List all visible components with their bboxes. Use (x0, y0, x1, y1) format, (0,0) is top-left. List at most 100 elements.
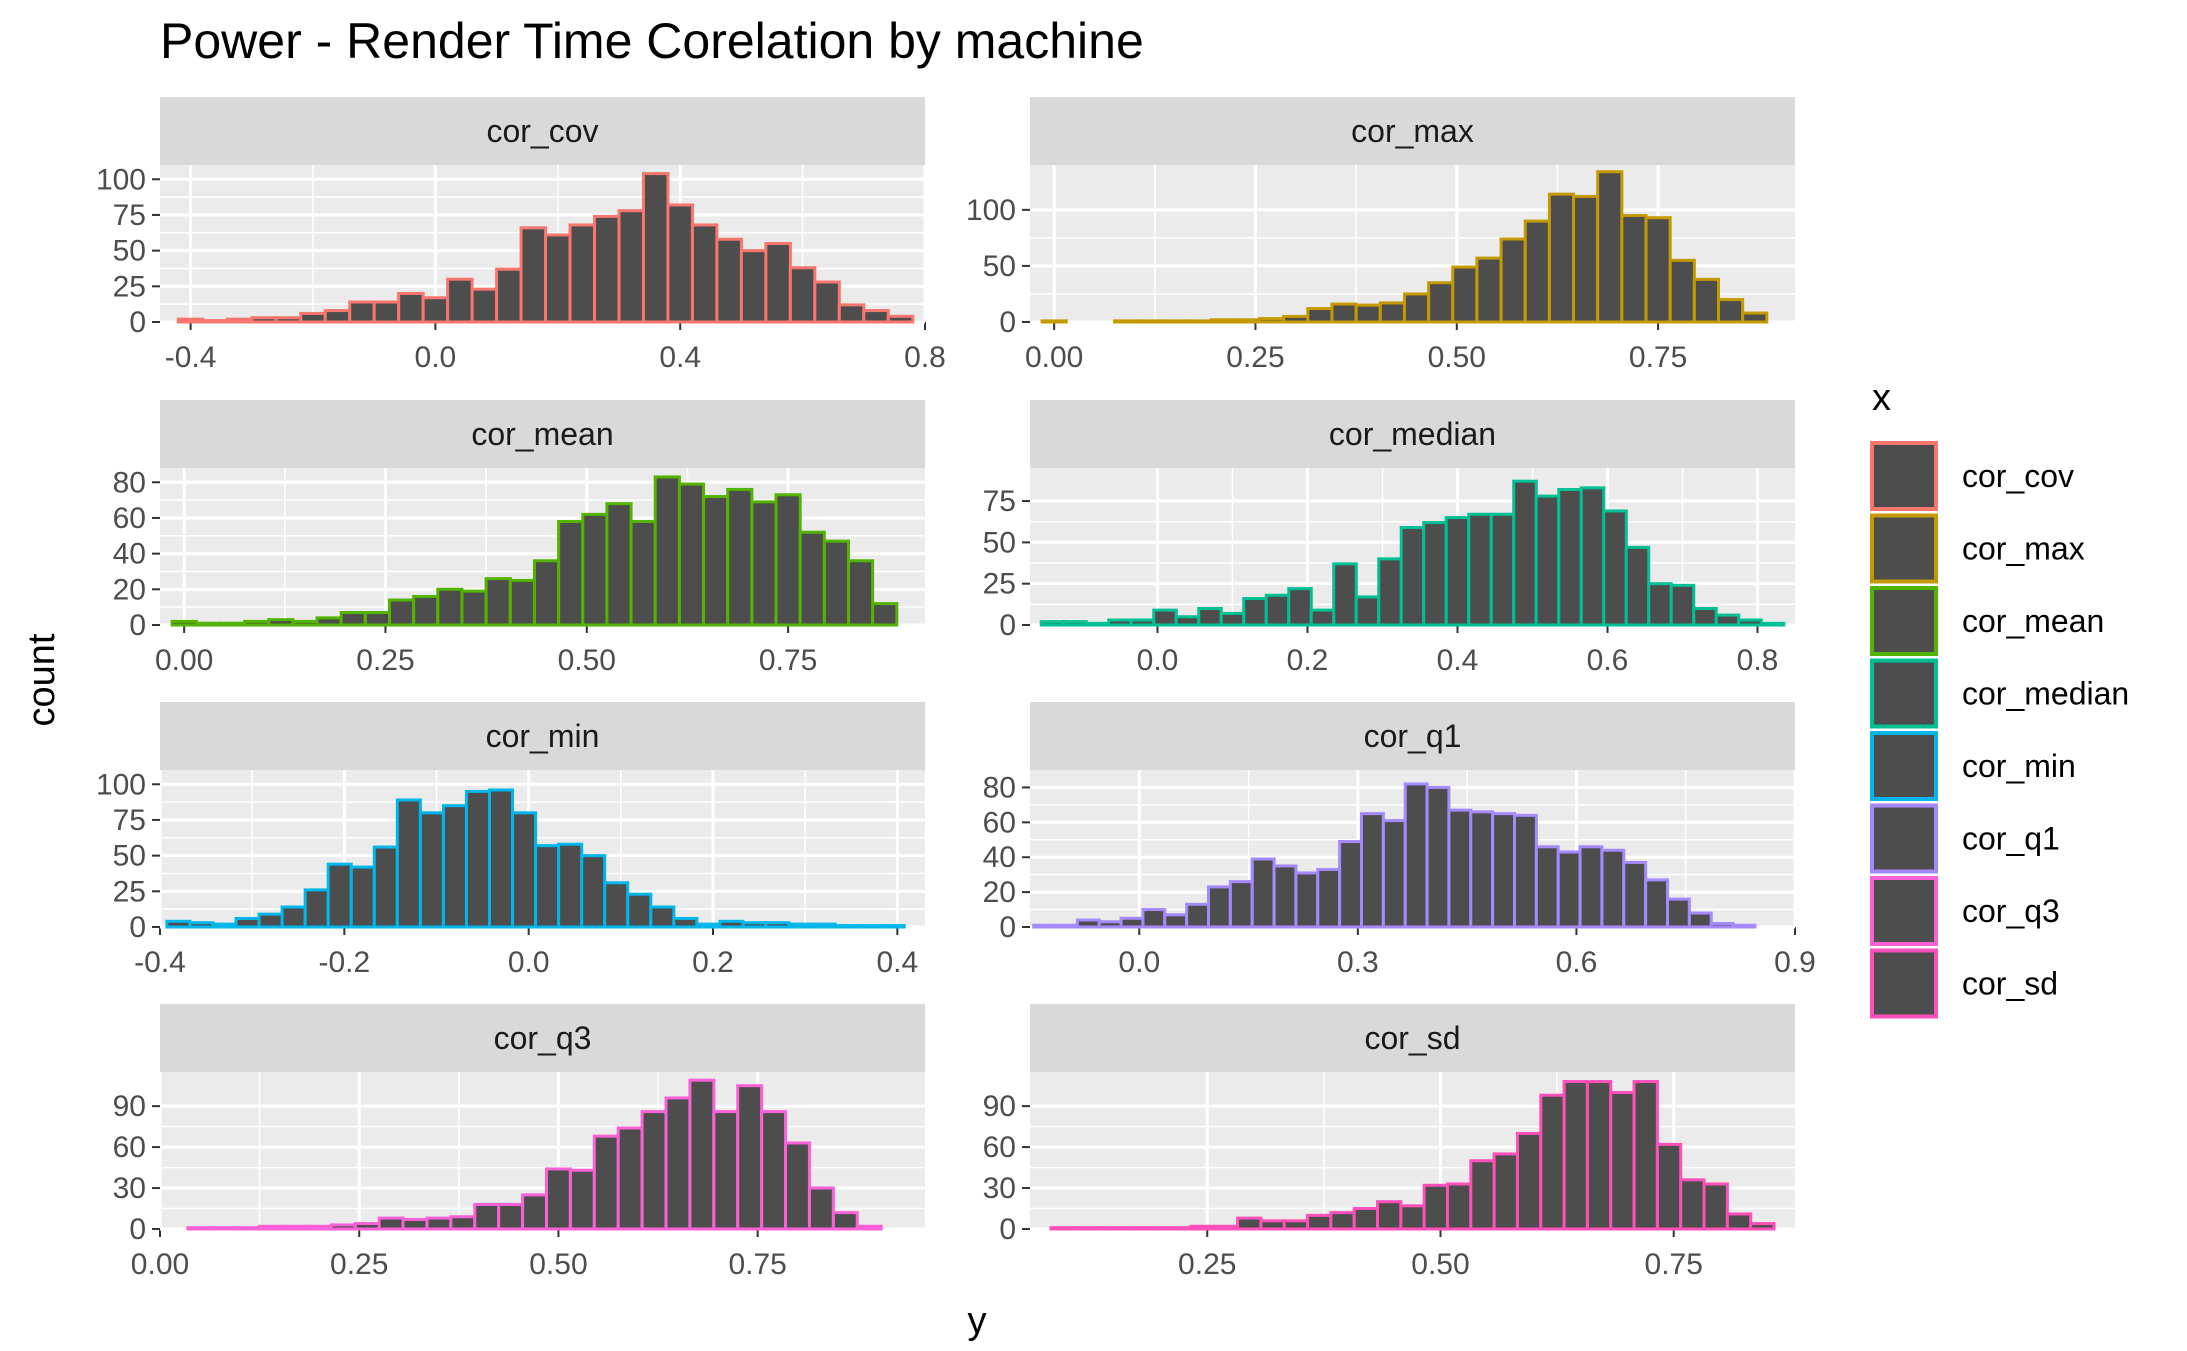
legend-title: x (1872, 377, 1891, 419)
histogram-bar (299, 311, 327, 324)
histogram-bar (470, 287, 499, 324)
histogram-bar (1189, 1224, 1216, 1231)
histogram-bar (1212, 1224, 1240, 1231)
strip-label: cor_sd (1364, 1020, 1460, 1056)
histogram-bar (1233, 318, 1262, 324)
histogram-bar (1602, 509, 1628, 627)
legend-key (1870, 441, 1938, 511)
x-tick-label: 0.50 (558, 644, 616, 677)
histogram-bar (1376, 1200, 1403, 1231)
x-tick-label: 0.3 (1337, 946, 1379, 979)
y-tick-label: 60 (983, 1131, 1016, 1164)
histogram-bar (1600, 848, 1626, 929)
histogram-bar (1622, 860, 1648, 929)
histogram-bar (377, 1216, 405, 1231)
histogram-bar (1354, 595, 1381, 627)
histogram-bar (1523, 219, 1551, 324)
histogram-bar (1515, 1131, 1543, 1231)
y-tick-label: 20 (983, 876, 1016, 909)
histogram-bar (580, 854, 607, 929)
histogram-bar (629, 520, 657, 627)
histogram-bar (1741, 311, 1769, 324)
histogram-bar (1620, 213, 1648, 324)
histogram-bar (1185, 902, 1210, 929)
histogram-bar (1152, 608, 1178, 627)
x-tick-label: 0.75 (1629, 341, 1687, 374)
y-tick-label: 75 (113, 199, 146, 232)
histogram-bar (1709, 922, 1735, 929)
histogram-bar (760, 1110, 788, 1231)
histogram-bar (446, 277, 474, 324)
histogram-bar (640, 1110, 668, 1231)
histogram-bar (1572, 194, 1600, 324)
x-tick-label: 0.25 (1226, 341, 1284, 374)
histogram-bar (1749, 1222, 1776, 1231)
histogram-bar (626, 892, 653, 929)
histogram-bar (349, 865, 376, 929)
histogram-bar (1679, 1178, 1706, 1231)
histogram-bar (303, 888, 330, 929)
facet-cor_median: cor_median 0.0 0.2 0.4 0.6 0.8 0 25 50 75 (983, 400, 1795, 677)
histogram-bar (879, 924, 906, 929)
legend-key (1870, 731, 1938, 801)
histogram-bar (810, 922, 837, 929)
histogram-bar (1360, 812, 1385, 929)
histogram-bar (1377, 557, 1403, 627)
histogram-bar (831, 1211, 859, 1231)
histogram-bar (1669, 583, 1696, 627)
histogram-bar (1352, 1207, 1380, 1231)
histogram-bar (234, 1226, 262, 1231)
histogram-bar (1185, 319, 1213, 324)
x-tick-label: 0.25 (1178, 1248, 1236, 1281)
histogram-bar (1467, 512, 1493, 627)
histogram-bar (1381, 819, 1407, 929)
strip-background (1030, 97, 1795, 165)
x-tick-label: -0.4 (165, 341, 217, 374)
histogram-bar (1647, 582, 1673, 627)
legend-key (1870, 803, 1938, 874)
histogram-bar (1096, 1226, 1123, 1231)
histogram-bar (497, 1202, 525, 1231)
histogram-bar (1141, 908, 1167, 929)
y-tick-label: 0 (129, 609, 146, 642)
histogram-bar (1513, 813, 1538, 929)
histogram-bar (210, 1226, 238, 1231)
strip-background (160, 1004, 925, 1072)
x-tick-label: 0.0 (1118, 946, 1160, 979)
y-tick-label: 40 (113, 538, 146, 571)
histogram-bar (688, 1078, 716, 1231)
histogram-bar (813, 280, 841, 324)
histogram-bar (788, 266, 817, 324)
y-tick-label: 90 (983, 1090, 1016, 1123)
histogram-bar (1668, 258, 1696, 324)
histogram-bar (1282, 314, 1310, 324)
histogram-bar (1354, 303, 1382, 324)
histogram-bar (1032, 923, 1057, 929)
histogram-bar (1040, 319, 1068, 324)
x-tick-label: 0.75 (728, 1248, 786, 1281)
histogram-bar (170, 619, 198, 627)
histogram-bar (1444, 516, 1471, 627)
y-tick-label: 25 (983, 568, 1016, 601)
x-tick-label: 0.0 (508, 946, 550, 979)
x-tick-label: 0.8 (1737, 644, 1779, 677)
histogram-bar (348, 300, 376, 324)
histogram-bar (1759, 621, 1786, 627)
histogram-bar (1624, 545, 1651, 627)
histogram-bar (592, 1134, 620, 1231)
histogram-bar (557, 520, 585, 627)
legend: x cor_cov cor_max cor_mean cor_median cor_mi… (1870, 377, 2129, 1019)
x-tick-label: 0.00 (131, 1248, 189, 1281)
histogram-bar (1316, 867, 1342, 929)
histogram-bar (603, 881, 630, 929)
histogram-bar (1451, 265, 1479, 324)
histogram-bar (1655, 1142, 1683, 1231)
histogram-bar (176, 317, 205, 324)
y-tick-label: 0 (999, 609, 1016, 642)
histogram-bar (617, 209, 645, 324)
histogram-bar (774, 493, 802, 627)
strip-label: cor_cov (486, 113, 598, 149)
histogram-bar (326, 862, 353, 929)
legend-label: cor_min (1962, 748, 2076, 784)
